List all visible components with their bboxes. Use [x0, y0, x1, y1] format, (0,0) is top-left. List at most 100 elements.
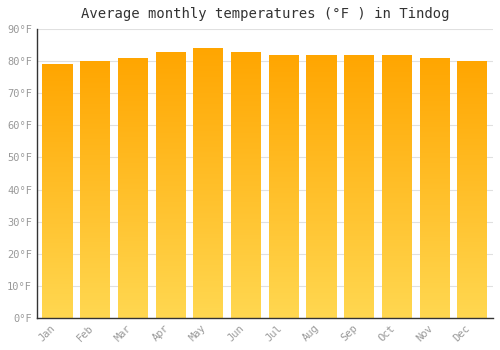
- Bar: [42, 307, 72, 308]
- Bar: [231, 229, 261, 230]
- Bar: [80, 132, 110, 133]
- Bar: [42, 187, 72, 189]
- Bar: [156, 183, 186, 185]
- Bar: [156, 116, 186, 117]
- Bar: [268, 107, 299, 108]
- Bar: [344, 209, 374, 210]
- Bar: [156, 247, 186, 248]
- Bar: [42, 199, 72, 200]
- Bar: [42, 197, 72, 199]
- Bar: [268, 149, 299, 151]
- Bar: [306, 98, 336, 99]
- Bar: [194, 276, 224, 278]
- Bar: [80, 93, 110, 95]
- Bar: [344, 244, 374, 245]
- Bar: [420, 127, 450, 128]
- Bar: [80, 279, 110, 281]
- Bar: [231, 76, 261, 77]
- Bar: [194, 139, 224, 140]
- Bar: [344, 134, 374, 135]
- Bar: [118, 226, 148, 227]
- Bar: [231, 209, 261, 210]
- Bar: [344, 298, 374, 300]
- Bar: [306, 113, 336, 114]
- Bar: [156, 166, 186, 167]
- Bar: [231, 133, 261, 134]
- Bar: [268, 227, 299, 229]
- Bar: [231, 101, 261, 102]
- Bar: [194, 262, 224, 264]
- Bar: [194, 124, 224, 125]
- Bar: [344, 222, 374, 223]
- Bar: [268, 193, 299, 194]
- Bar: [306, 193, 336, 194]
- Bar: [420, 68, 450, 70]
- Bar: [382, 164, 412, 165]
- Bar: [118, 152, 148, 153]
- Bar: [42, 237, 72, 238]
- Bar: [306, 76, 336, 77]
- Bar: [306, 272, 336, 273]
- Bar: [420, 75, 450, 76]
- Bar: [457, 73, 488, 74]
- Bar: [42, 167, 72, 168]
- Bar: [306, 311, 336, 313]
- Bar: [156, 60, 186, 61]
- Bar: [156, 153, 186, 154]
- Bar: [194, 132, 224, 133]
- Bar: [42, 152, 72, 153]
- Bar: [118, 101, 148, 102]
- Bar: [344, 165, 374, 167]
- Bar: [420, 241, 450, 243]
- Bar: [80, 101, 110, 102]
- Bar: [420, 314, 450, 315]
- Bar: [306, 215, 336, 217]
- Bar: [80, 125, 110, 127]
- Bar: [118, 83, 148, 84]
- Bar: [80, 266, 110, 268]
- Bar: [194, 66, 224, 67]
- Bar: [420, 306, 450, 307]
- Bar: [382, 276, 412, 277]
- Bar: [194, 72, 224, 74]
- Bar: [344, 94, 374, 96]
- Bar: [42, 124, 72, 125]
- Bar: [118, 162, 148, 163]
- Bar: [231, 245, 261, 246]
- Bar: [80, 133, 110, 134]
- Bar: [268, 295, 299, 297]
- Bar: [156, 218, 186, 219]
- Bar: [382, 243, 412, 244]
- Bar: [194, 129, 224, 131]
- Bar: [80, 259, 110, 260]
- Bar: [457, 279, 488, 281]
- Bar: [457, 198, 488, 200]
- Bar: [231, 303, 261, 304]
- Bar: [194, 55, 224, 56]
- Bar: [382, 59, 412, 60]
- Bar: [457, 102, 488, 104]
- Bar: [231, 294, 261, 295]
- Bar: [156, 202, 186, 203]
- Bar: [420, 140, 450, 141]
- Bar: [194, 86, 224, 88]
- Bar: [457, 273, 488, 274]
- Bar: [156, 315, 186, 316]
- Bar: [194, 163, 224, 164]
- Bar: [194, 80, 224, 82]
- Bar: [118, 133, 148, 135]
- Bar: [231, 281, 261, 282]
- Bar: [80, 187, 110, 188]
- Bar: [344, 203, 374, 205]
- Bar: [306, 218, 336, 219]
- Bar: [231, 262, 261, 263]
- Bar: [156, 137, 186, 138]
- Bar: [457, 218, 488, 219]
- Bar: [457, 135, 488, 137]
- Bar: [268, 264, 299, 265]
- Bar: [42, 119, 72, 120]
- Bar: [344, 125, 374, 126]
- Bar: [268, 310, 299, 311]
- Bar: [42, 132, 72, 133]
- Bar: [42, 161, 72, 162]
